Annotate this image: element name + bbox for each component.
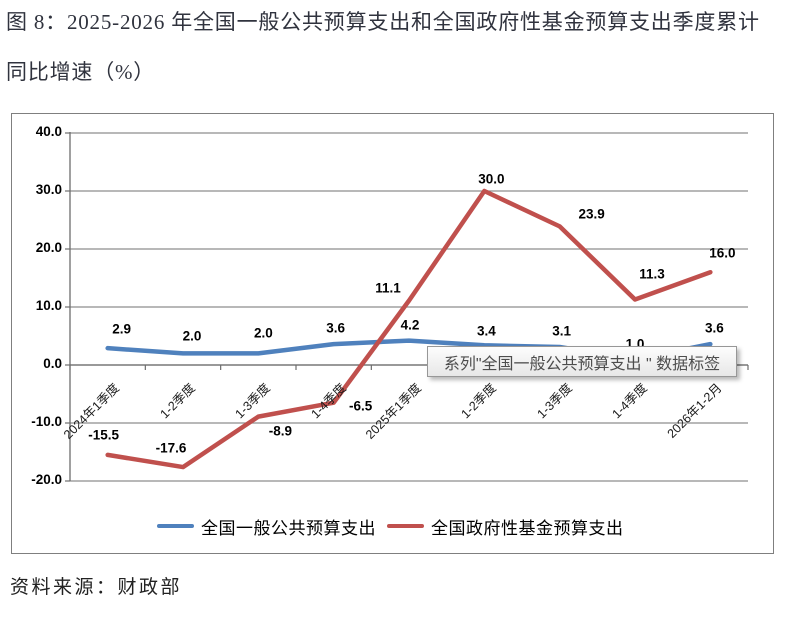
data-label: 2.9 xyxy=(112,321,132,337)
y-axis-label: 40.0 xyxy=(35,124,62,139)
legend-label: 全国政府性基金预算支出 xyxy=(431,518,624,538)
legend-line-sample xyxy=(387,524,424,528)
data-label: 3.4 xyxy=(476,323,496,339)
tooltip-text: 系列"全国一般公共预算支出 " 数据标签 xyxy=(443,355,721,373)
legend-item-1[interactable]: 全国政府性基金预算支出 xyxy=(387,514,624,539)
x-axis-label: 1-3季度 xyxy=(232,380,274,422)
source-note: 资料来源：财政部 xyxy=(10,577,183,598)
y-axis-label: -10.0 xyxy=(31,414,62,429)
data-label: 4.2 xyxy=(400,317,420,333)
figure-title-line1: 图 8：2025-2026 年全国一般公共预算支出和全国政府性基金预算支出季度累… xyxy=(6,10,760,34)
data-label: 3.1 xyxy=(552,323,572,339)
data-label: 2.0 xyxy=(182,328,202,344)
x-axis-label: 1-3季度 xyxy=(534,380,575,422)
y-axis-label: -20.0 xyxy=(31,472,62,487)
data-label: -17.6 xyxy=(155,440,187,456)
series-line-govt-fund[interactable] xyxy=(105,188,713,470)
x-axis-label: 1-4季度 xyxy=(308,380,349,422)
data-label: -15.5 xyxy=(88,427,120,443)
x-axis-label: 2026年1-2月 xyxy=(665,380,726,441)
legend: 全国一般公共预算支出 全国政府性基金预算支出 xyxy=(157,514,624,538)
data-label: 11.3 xyxy=(639,266,665,282)
data-label: 11.1 xyxy=(375,280,401,296)
data-label: 3.6 xyxy=(704,320,724,336)
data-label: 3.6 xyxy=(326,320,346,336)
y-axis-label: 10.0 xyxy=(35,298,62,313)
figure-title: 图 8：2025-2026 年全国一般公共预算支出和全国政府性基金预算支出季度累… xyxy=(6,7,794,107)
chart-labels-layer: 40.0 30.0 20.0 10.0 0.0 -10.0 -20.0 2.9 2.0 2.0 3.… xyxy=(12,114,772,552)
y-axis-label: 30.0 xyxy=(35,182,62,197)
legend-item-0[interactable]: 全国一般公共预算支出 xyxy=(157,514,376,539)
data-label: -8.9 xyxy=(268,423,292,439)
data-label: 23.9 xyxy=(578,206,605,222)
y-axis-label: 20.0 xyxy=(35,240,62,255)
series-data-label-tooltip: 系列"全国一般公共预算支出 " 数据标签 xyxy=(427,346,737,377)
data-label: -6.5 xyxy=(349,398,373,414)
data-label: 30.0 xyxy=(478,171,505,187)
legend-label: 全国一般公共预算支出 xyxy=(201,518,376,538)
x-axis-label: 1-4季度 xyxy=(609,380,650,422)
data-label: 2.0 xyxy=(253,325,273,341)
x-axis-label: 1-2季度 xyxy=(157,380,198,422)
chart: 40.0 30.0 20.0 10.0 0.0 -10.0 -20.0 2.9 2.0 2.0 3.… xyxy=(11,113,774,554)
legend-line-sample xyxy=(157,524,194,528)
x-axis-label: 1-2季度 xyxy=(458,380,500,422)
figure-title-line2: 同比增速（%） xyxy=(6,60,156,84)
data-label: 16.0 xyxy=(709,245,736,261)
y-axis-label: 0.0 xyxy=(43,356,62,371)
